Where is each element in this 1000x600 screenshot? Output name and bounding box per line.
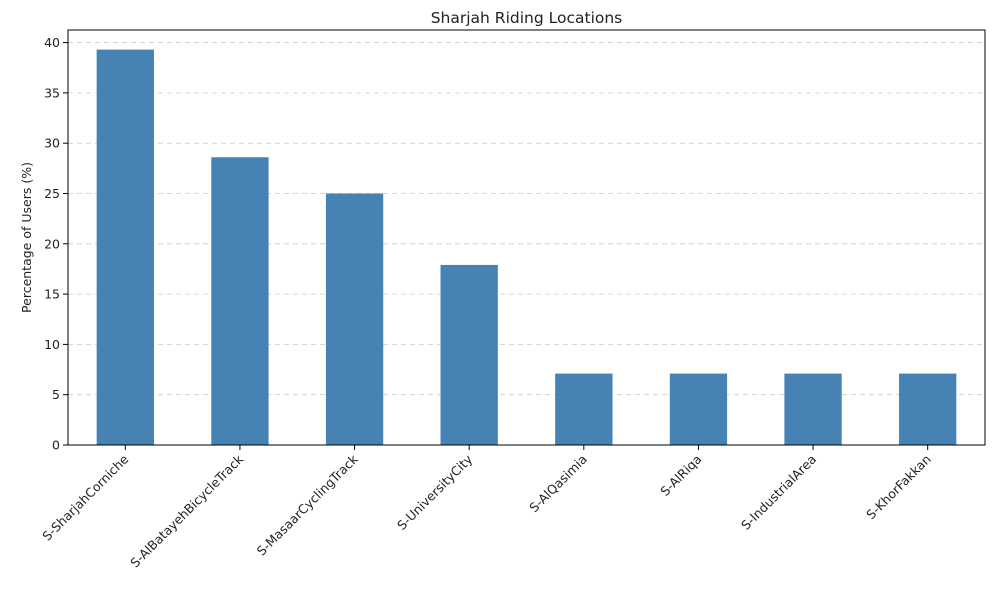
grid-lines <box>68 42 985 396</box>
bar <box>784 373 842 445</box>
y-tick-label: 30 <box>44 136 60 151</box>
y-tick-label: 25 <box>44 186 60 201</box>
bar <box>555 373 613 445</box>
chart-title: Sharjah Riding Locations <box>431 9 623 27</box>
y-axis-label: Percentage of Users (%) <box>19 162 34 313</box>
bar <box>325 193 384 445</box>
plot-frame <box>67 29 986 446</box>
x-tick-label: S-AlBatayehBicycleTrack <box>127 451 246 570</box>
y-tick-label: 10 <box>44 337 60 352</box>
x-tick-label: S-UniversityCity <box>394 451 476 533</box>
bar <box>96 49 154 445</box>
x-tick-label: S-SharjahCorniche <box>39 451 131 543</box>
x-tick-label: S-IndustrialArea <box>738 452 819 533</box>
y-tick-label: 40 <box>44 35 60 50</box>
y-tick-label: 5 <box>52 387 60 402</box>
bar <box>669 373 728 445</box>
y-axis-ticks: 0 5 10 15 20 25 30 35 40 <box>44 35 68 453</box>
x-tick-label: S-AlRiqa <box>657 452 704 499</box>
y-tick-label: 15 <box>44 287 60 302</box>
bar <box>440 264 498 445</box>
x-tick-label: S-KhorFakkan <box>863 452 934 523</box>
bar <box>899 373 957 445</box>
bar <box>211 157 269 445</box>
x-tick-label: S-AlQasimia <box>526 452 590 516</box>
x-axis-ticks: S-SharjahCornicheS-AlBatayehBicycleTrack… <box>39 445 934 570</box>
y-tick-label: 35 <box>44 85 60 100</box>
y-tick-label: 0 <box>52 438 60 453</box>
y-tick-label: 20 <box>44 236 60 251</box>
bars <box>96 49 957 445</box>
x-tick-label: S-MasaarCyclingTrack <box>254 451 362 559</box>
